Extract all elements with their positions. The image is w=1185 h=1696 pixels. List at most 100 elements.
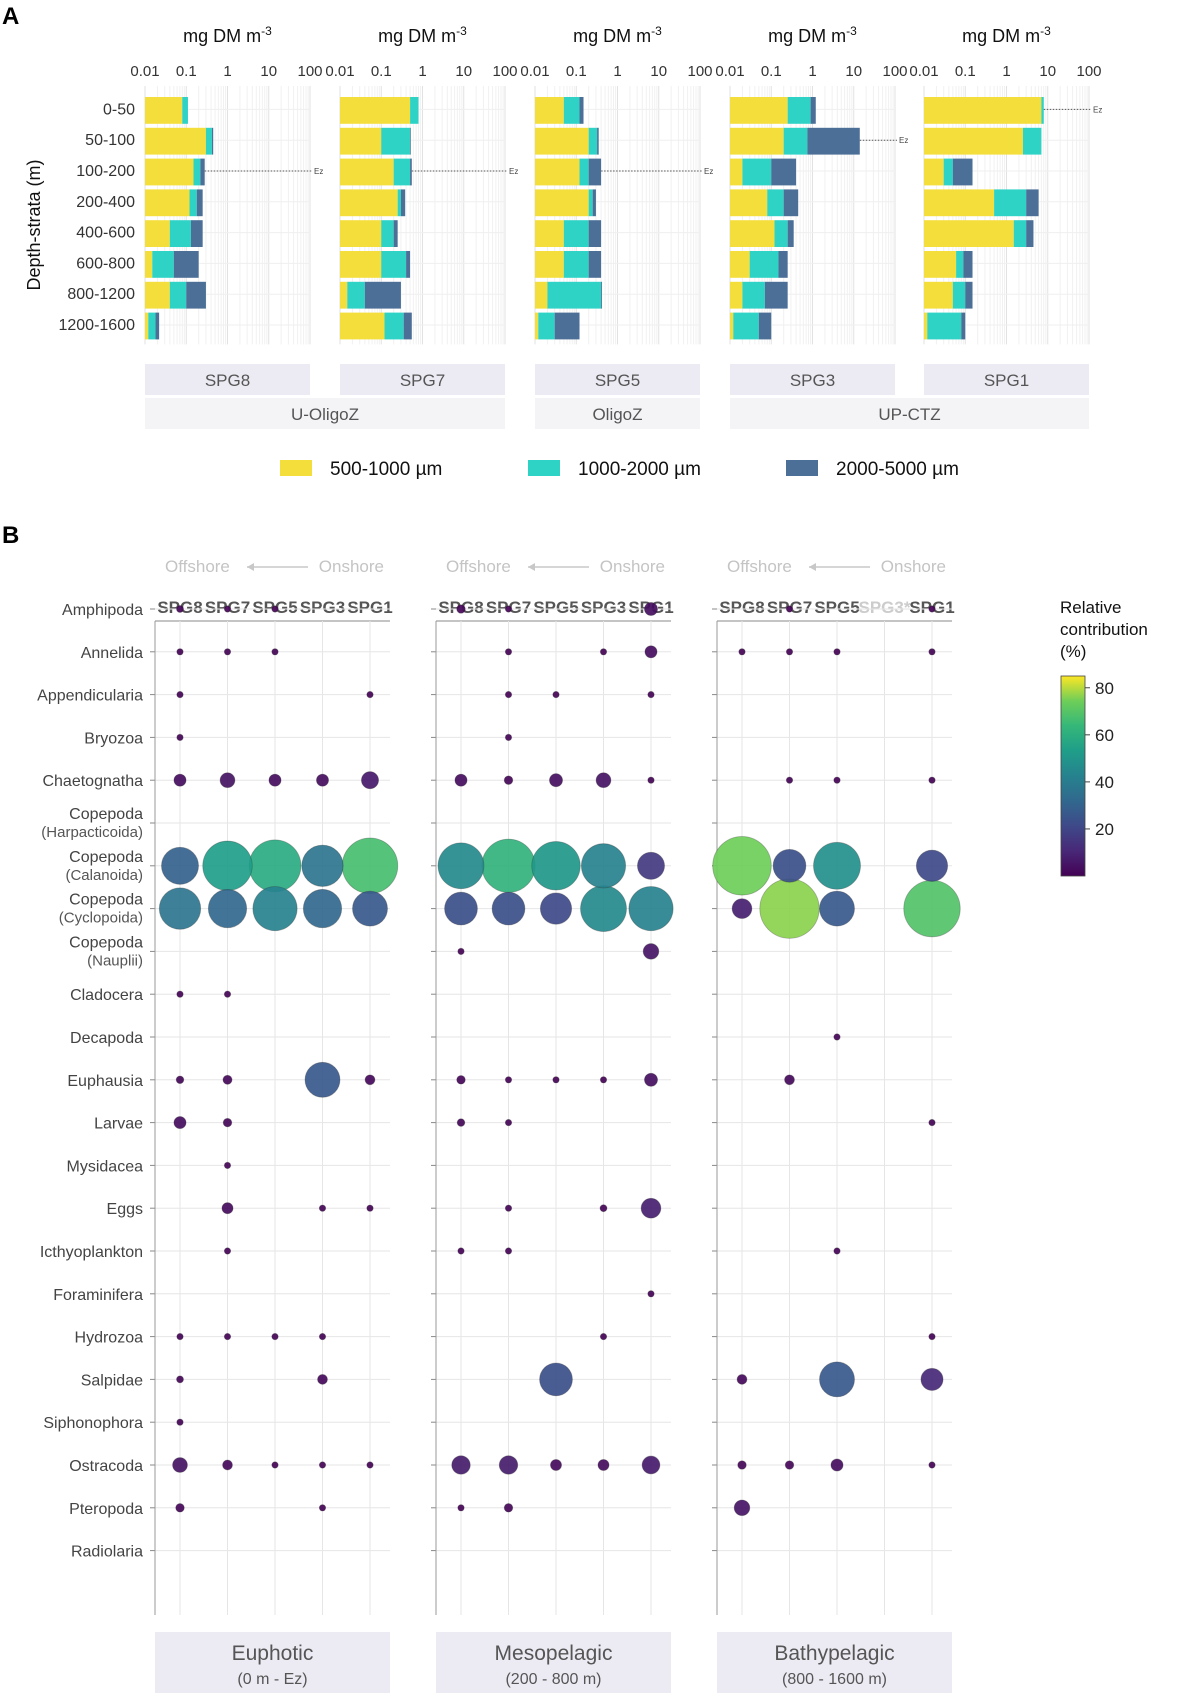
bubble-point — [341, 837, 399, 894]
bubble-point — [915, 849, 949, 882]
x-tick-label: 0.1 — [371, 63, 392, 80]
bubble-point — [550, 1459, 562, 1471]
bar-segment — [554, 312, 580, 340]
bubble-point — [819, 890, 855, 927]
depth-stratum-label: 800-1200 — [67, 286, 135, 303]
bubble-point — [175, 1503, 185, 1513]
x-tick-label: 0.01 — [520, 63, 549, 80]
bubble-point — [928, 776, 936, 784]
bar-segment — [535, 127, 589, 155]
bubble-point — [481, 838, 536, 893]
bar-segment — [563, 97, 580, 124]
x-axis-title: mg DM m-3 — [573, 24, 662, 46]
x-tick-label: 0.01 — [325, 63, 354, 80]
bar-segment — [340, 312, 385, 340]
bubble-point — [580, 885, 627, 932]
bar-panel-SPG1: mg DM m-3 0.01 0.1 1 10 100 Ez — [909, 24, 1102, 345]
bar-segment — [1026, 189, 1039, 217]
x-tick-label: 1 — [418, 63, 426, 80]
bubble-layer-panel: OffshoreOnshoreSPG8SPG7SPG5SPG3SPG1Mesop… — [431, 557, 674, 1693]
bubble-point — [271, 1461, 279, 1469]
bar-segment — [592, 189, 596, 217]
taxon-label: Siphonophora — [43, 1415, 143, 1432]
bubble-point — [316, 773, 329, 787]
bar-segment — [193, 158, 201, 186]
bubble-point — [712, 836, 772, 896]
bar-segment — [535, 158, 580, 186]
station-column-header: SPG1 — [347, 598, 392, 617]
x-tick-label: 0.01 — [715, 63, 744, 80]
bar-segment — [410, 97, 419, 124]
bar-segment — [200, 158, 205, 186]
bubble-point — [647, 776, 655, 784]
colorbar-tick-label: 80 — [1095, 679, 1114, 698]
x-axis-title-superscript: -3 — [261, 24, 272, 38]
bubble-point — [928, 1119, 936, 1127]
bubble-point — [731, 898, 753, 919]
ez-label: Ez — [509, 167, 518, 176]
bubble-point — [317, 1374, 328, 1385]
bubble-point — [785, 776, 794, 784]
onshore-label: Onshore — [600, 557, 665, 576]
bubble-point — [172, 1457, 188, 1473]
bar-segment — [1013, 220, 1027, 247]
layer-subtitle: (0 m - Ez) — [237, 1671, 307, 1688]
bar-segment — [145, 189, 190, 217]
taxon-label: Copepoda — [69, 806, 143, 823]
x-tick-label: 100 — [1076, 63, 1101, 80]
bubble-point — [318, 1333, 327, 1341]
bubble-point — [595, 772, 612, 789]
bar-segment — [588, 251, 602, 278]
bar-segment — [563, 251, 589, 278]
bubble-point — [641, 1455, 661, 1475]
bubble-point — [271, 605, 279, 613]
bar-segment — [742, 281, 765, 309]
bubble-point — [176, 1333, 184, 1341]
taxon-label: Euphausia — [67, 1073, 143, 1090]
bar-segment — [211, 127, 214, 155]
bubble-point — [457, 947, 465, 956]
bubble-point — [737, 1460, 747, 1470]
station-strip — [145, 364, 310, 395]
bubble-point — [644, 645, 658, 659]
x-tick-label: 10 — [260, 63, 277, 80]
depth-stratum-label: 50-100 — [85, 132, 135, 149]
x-axis-title-superscript: -3 — [846, 24, 857, 38]
taxon-label: Icthyoplankton — [40, 1244, 143, 1261]
bar-segment — [535, 220, 564, 247]
taxon-label: Pteropoda — [69, 1501, 143, 1518]
colorbar: Relative contribution (%) 80 60 40 20 — [1060, 598, 1148, 877]
bar-segment — [588, 127, 598, 155]
legend-label: 1000-2000 µm — [578, 459, 701, 480]
station-strip-label: SPG3 — [790, 371, 835, 390]
bar-segment — [186, 281, 206, 309]
bar-segment — [347, 281, 365, 309]
station-strip-label: SPG8 — [205, 371, 250, 390]
offshore-label: Offshore — [165, 557, 230, 576]
bubble-point — [813, 841, 861, 890]
bubble-point — [366, 1204, 374, 1212]
bar-segment — [924, 312, 928, 340]
station-column-header: SPG3 — [581, 598, 626, 617]
colorbar-title-line: Relative — [1060, 598, 1121, 617]
bubble-point — [504, 648, 513, 656]
bar-segment — [771, 158, 797, 186]
bar-segment — [952, 158, 973, 186]
bar-segment — [588, 189, 593, 217]
bar-segment — [145, 220, 170, 247]
x-tick-label: 1 — [223, 63, 231, 80]
bubble-point — [920, 1367, 944, 1391]
bubble-point — [539, 892, 573, 925]
bubble-point — [759, 878, 820, 939]
colorbar-tick-label: 60 — [1095, 726, 1114, 745]
depth-stratum-label: 600-800 — [76, 255, 135, 272]
layer-strip — [155, 1632, 390, 1693]
panel-a-y-axis-title: Depth-strata (m) — [24, 159, 44, 290]
bubble-point — [223, 648, 232, 656]
taxon-label: Amphipoda — [62, 602, 143, 619]
bubble-point — [503, 1503, 514, 1513]
bar-segment — [393, 220, 398, 247]
bubble-point — [176, 648, 184, 656]
bar-segment — [924, 281, 953, 309]
